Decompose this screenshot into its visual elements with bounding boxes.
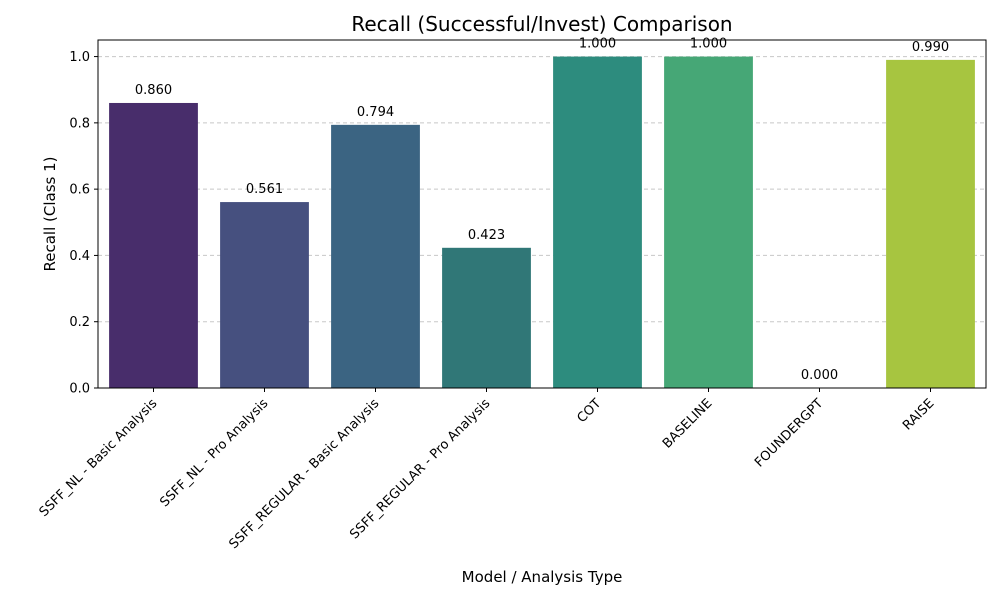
bar <box>664 56 753 388</box>
bar <box>109 102 198 388</box>
bar-value-label: 0.000 <box>801 368 838 383</box>
y-tick-label: 0.6 <box>69 183 90 198</box>
x-axis-label: Model / Analysis Type <box>462 568 623 586</box>
bar <box>553 56 642 388</box>
plot-frame <box>97 39 987 389</box>
bar-value-label: 1.000 <box>690 37 727 52</box>
y-tick-label: 0.8 <box>69 116 90 131</box>
x-tick-label: BASELINE <box>660 396 715 451</box>
bars <box>109 56 975 389</box>
bar <box>886 59 975 389</box>
y-tick-label: 0.2 <box>69 315 90 330</box>
y-tick-label: 0.4 <box>69 249 90 264</box>
x-tick-label: FOUNDERGPT <box>752 396 826 470</box>
y-tick-label: 0.0 <box>69 382 90 397</box>
bar <box>331 124 420 389</box>
bar-value-label: 1.000 <box>579 37 616 52</box>
y-axis-ticks: 0.0 0.2 0.4 0.6 0.8 1.0 <box>69 50 98 397</box>
x-tick-label: COT <box>574 396 604 426</box>
x-tick-label: SSFF_NL - Pro Analysis <box>157 396 271 510</box>
bar-value-label: 0.990 <box>912 40 949 55</box>
bar-value-label: 0.561 <box>246 182 283 197</box>
x-tick-label: RAISE <box>900 396 937 433</box>
bar <box>220 202 309 388</box>
bar-value-label: 0.794 <box>357 105 394 120</box>
bar-value-label: 0.423 <box>468 228 505 243</box>
y-axis-label: Recall (Class 1) <box>41 157 59 272</box>
bar-value-label: 0.860 <box>135 83 172 98</box>
x-tick-label: SSFF_NL - Basic Analysis <box>37 396 161 520</box>
bar <box>442 247 531 388</box>
chart-title: Recall (Successful/Invest) Comparison <box>351 12 732 36</box>
y-tick-label: 1.0 <box>69 50 90 65</box>
